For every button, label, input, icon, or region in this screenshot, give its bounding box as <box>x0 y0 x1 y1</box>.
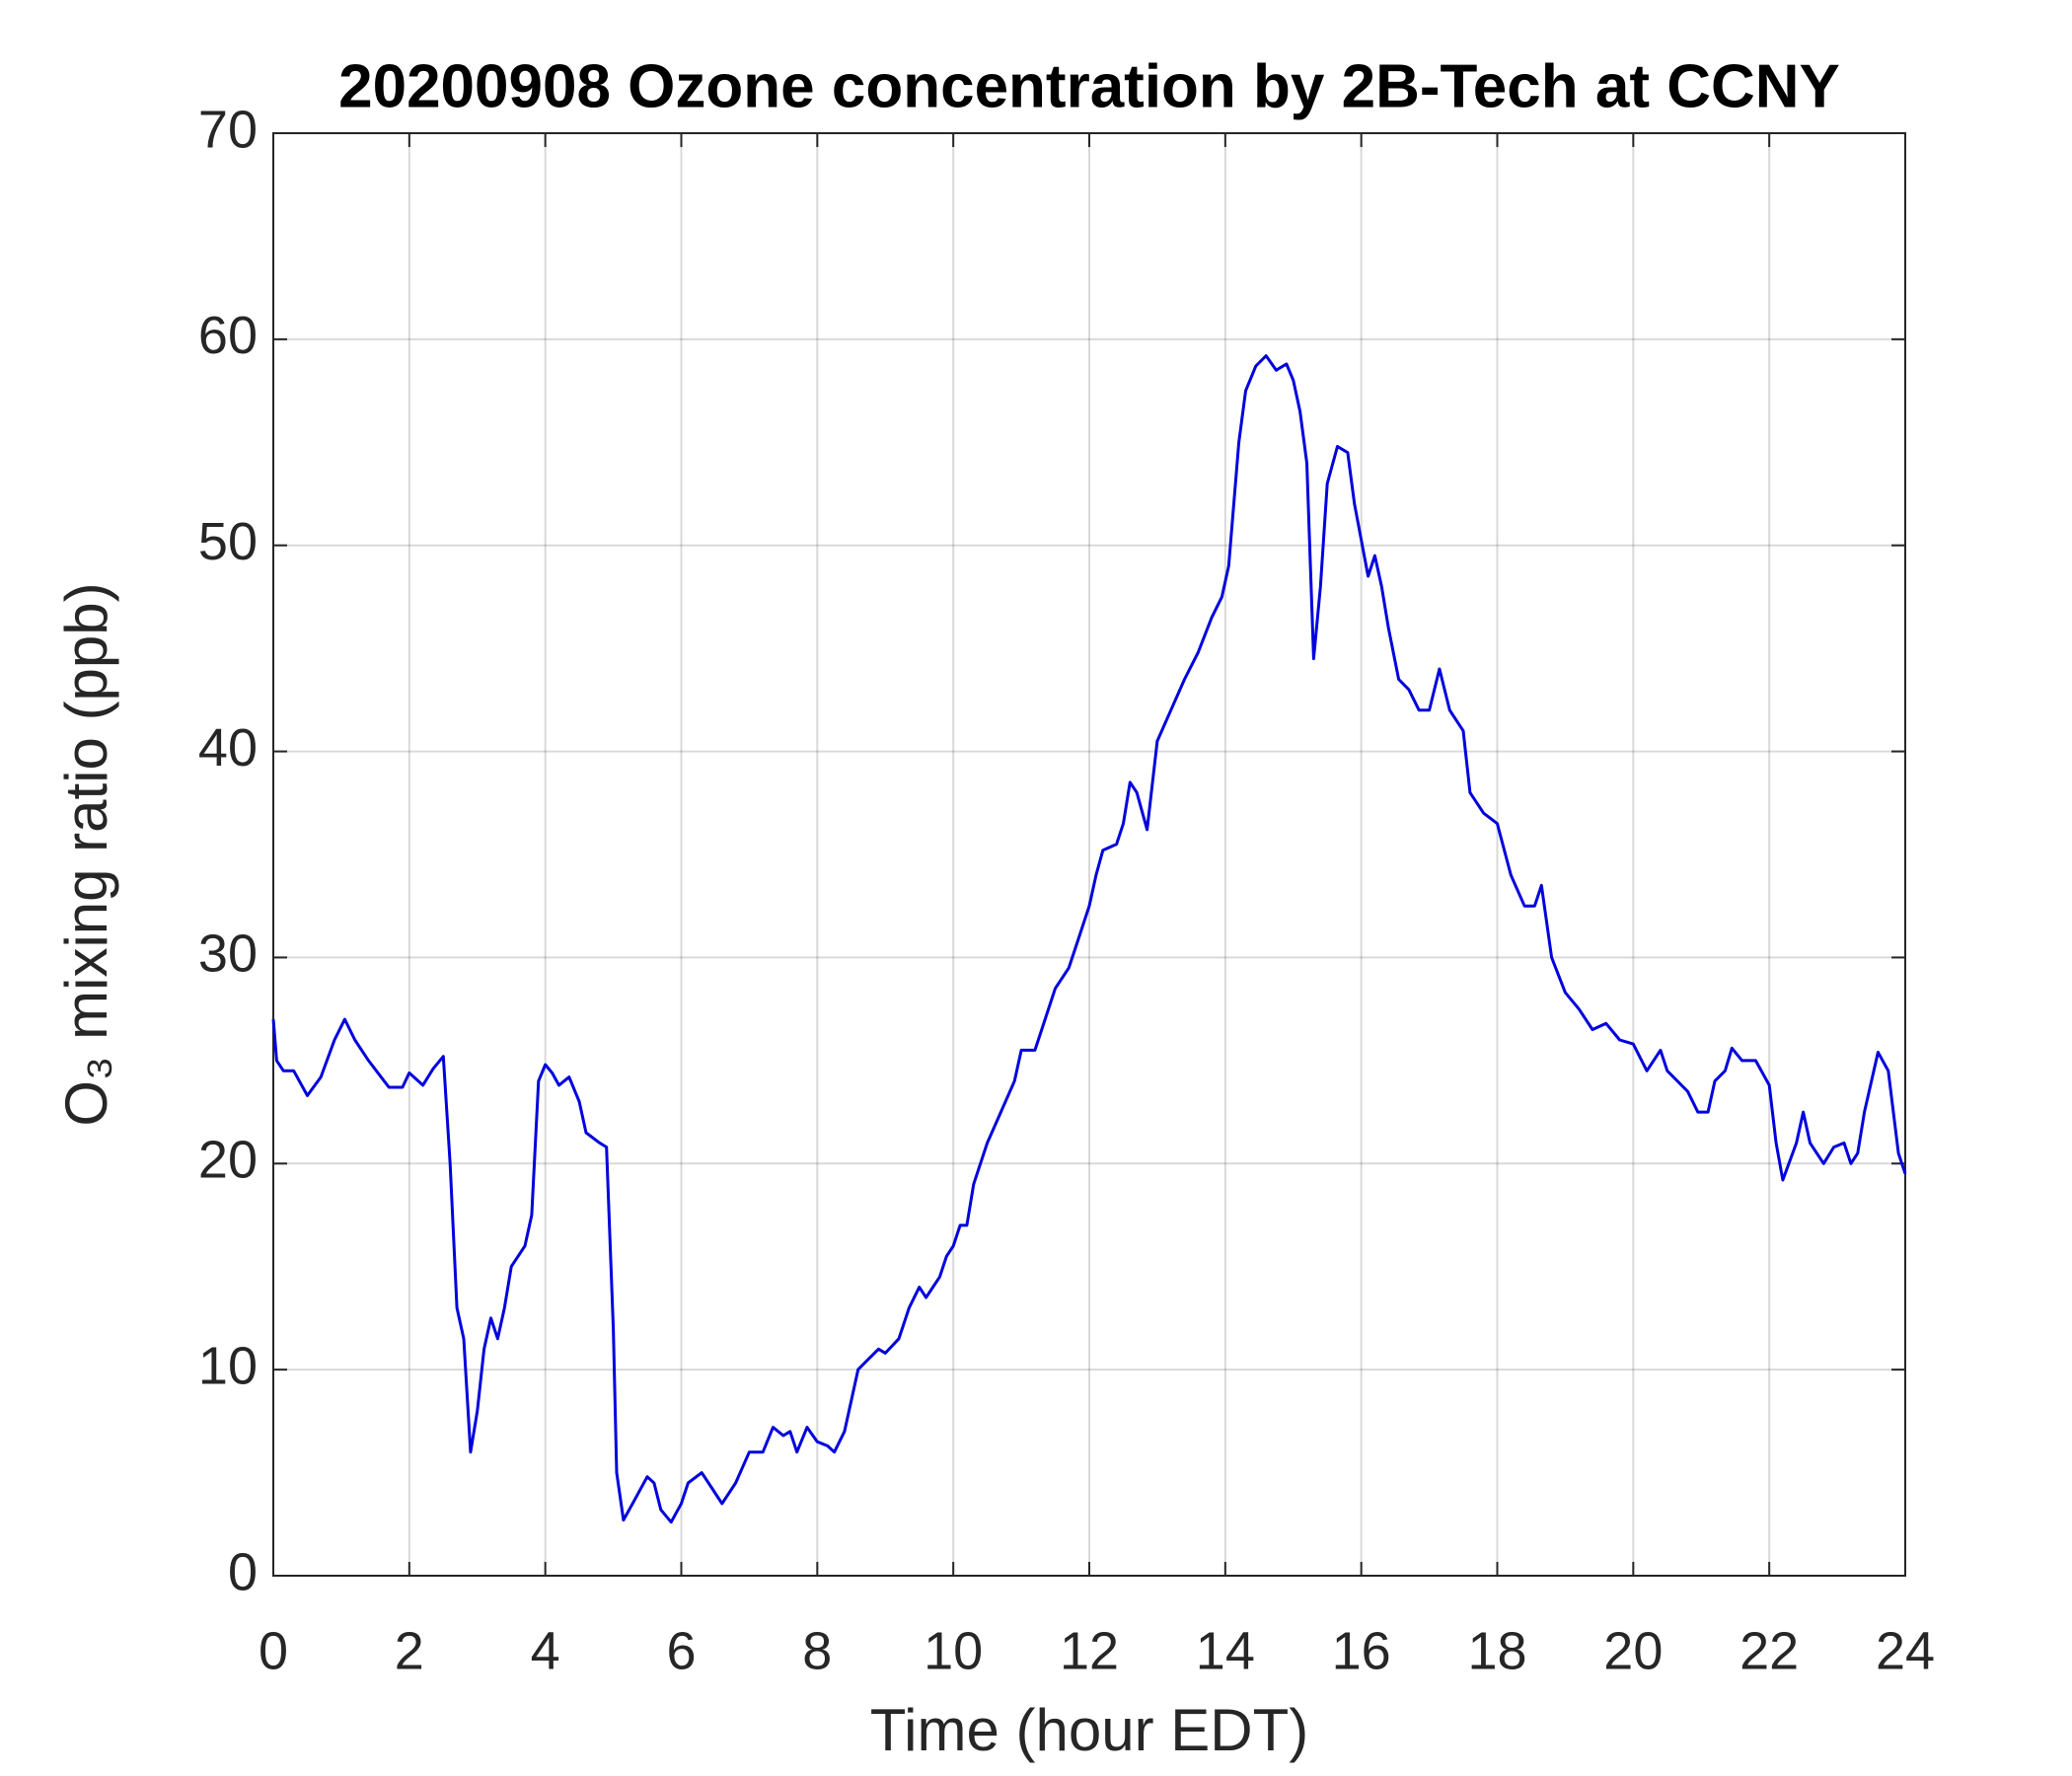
x-tick-label: 20 <box>1603 1621 1663 1680</box>
data-line <box>271 354 1907 1524</box>
chart-title: 20200908 Ozone concentration by 2B-Tech … <box>338 52 1840 120</box>
x-tick-label: 14 <box>1196 1621 1255 1680</box>
y-tick-label: 40 <box>198 718 258 777</box>
x-tick-label: 22 <box>1739 1621 1799 1680</box>
x-tick-label: 24 <box>1876 1621 1935 1680</box>
y-tick-label: 50 <box>198 512 258 571</box>
x-tick-label: 2 <box>395 1621 424 1680</box>
y-tick-label: 10 <box>198 1336 258 1395</box>
y-tick-label: 30 <box>198 925 258 984</box>
x-tick-label: 10 <box>924 1621 983 1680</box>
y-tick-label: 60 <box>198 306 258 365</box>
x-tick-label: 6 <box>666 1621 696 1680</box>
x-tick-label: 12 <box>1060 1621 1119 1680</box>
x-tick-label: 18 <box>1467 1621 1526 1680</box>
x-tick-label: 8 <box>802 1621 832 1680</box>
x-tick-label: 16 <box>1332 1621 1391 1680</box>
y-tick-label: 0 <box>228 1542 258 1601</box>
plot-frame <box>272 132 1906 1577</box>
x-axis-label: Time (hour EDT) <box>870 1697 1309 1763</box>
y-axis-label: O₃ mixing ratio (ppb) <box>53 582 119 1126</box>
y-tick-label: 20 <box>198 1131 258 1190</box>
y-tick-label: 70 <box>198 100 258 159</box>
x-tick-label: 4 <box>531 1621 560 1680</box>
x-tick-label: 0 <box>259 1621 288 1680</box>
